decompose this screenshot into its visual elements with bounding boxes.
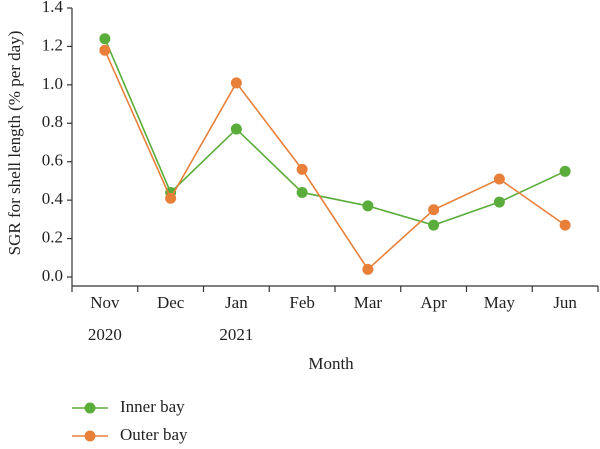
x-tick-label: May	[484, 293, 516, 312]
y-tick-label: 1.2	[42, 35, 63, 54]
data-point	[230, 123, 242, 135]
data-point	[99, 44, 111, 56]
legend-label: Outer bay	[120, 425, 188, 444]
y-tick-label: 0.2	[42, 227, 63, 246]
y-tick-label: 1.4	[42, 0, 64, 16]
x-tick-label: Feb	[289, 293, 315, 312]
data-point	[165, 192, 177, 204]
x-tick-label: Jan 2021	[219, 293, 253, 344]
x-axis-label: Month	[308, 354, 354, 373]
data-point	[362, 263, 374, 275]
y-axis-label: SGR for shell length (% per day)	[5, 31, 24, 256]
y-tick-label: 1.0	[42, 74, 63, 93]
legend-label: Inner bay	[120, 397, 185, 416]
series-line	[104, 49, 566, 271]
series-line	[104, 38, 566, 226]
y-tick-label: 0.8	[42, 112, 63, 131]
x-tick-label: Dec	[157, 293, 185, 312]
data-point	[428, 219, 440, 231]
data-point	[559, 165, 571, 177]
data-point	[99, 33, 111, 45]
x-tick-label: Jun	[553, 293, 577, 312]
x-tick-label: Nov 2020	[88, 293, 122, 344]
y-tick-label: 0.0	[42, 266, 63, 285]
data-point	[296, 163, 308, 175]
legend-marker	[84, 402, 96, 414]
y-tick-label: 0.4	[42, 189, 64, 208]
data-point	[493, 173, 505, 185]
data-point	[296, 186, 308, 198]
legend-marker	[84, 430, 96, 442]
data-point	[493, 196, 505, 208]
data-point	[428, 204, 440, 216]
data-point	[559, 219, 571, 231]
x-tick-label: Mar	[354, 293, 383, 312]
x-tick-label: Apr	[420, 293, 447, 312]
data-point	[230, 77, 242, 89]
y-tick-label: 0.6	[42, 151, 63, 170]
data-point	[362, 200, 374, 212]
